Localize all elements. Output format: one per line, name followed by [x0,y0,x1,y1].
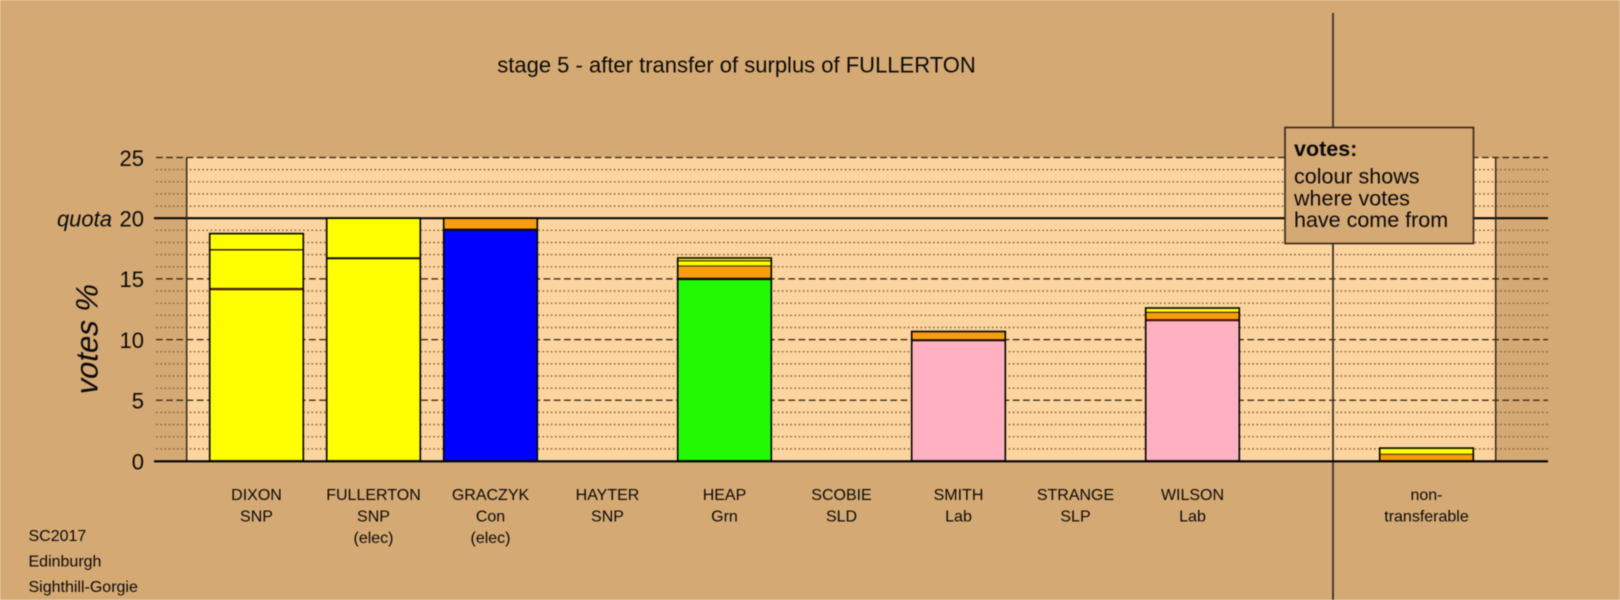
svg-text:SLD: SLD [826,509,857,526]
svg-text:5: 5 [132,389,144,414]
svg-text:0: 0 [132,449,144,474]
svg-text:votes %: votes % [70,280,105,398]
svg-text:(elec): (elec) [353,530,393,547]
svg-text:SCOBIE: SCOBIE [811,487,871,504]
svg-text:SLP: SLP [1060,509,1090,526]
svg-text:20: 20 [120,207,144,232]
svg-text:FULLERTON: FULLERTON [326,487,421,504]
svg-text:stage 5 - after transfer of su: stage 5 - after transfer of surplus of F… [497,53,976,78]
svg-text:SMITH: SMITH [934,487,984,504]
svg-text:Lab: Lab [1179,509,1206,526]
svg-text:SNP: SNP [240,509,273,526]
svg-text:DIXON: DIXON [231,487,282,504]
svg-text:transferable: transferable [1384,509,1469,526]
svg-text:STRANGE: STRANGE [1037,487,1114,504]
svg-text:Edinburgh: Edinburgh [29,554,102,571]
svg-text:15: 15 [120,267,144,292]
svg-text:non-: non- [1410,487,1442,504]
svg-text:Con: Con [476,509,505,526]
svg-text:Sighthill-Gorgie: Sighthill-Gorgie [29,579,138,596]
svg-text:where votes: where votes [1293,187,1410,211]
svg-text:quota: quota [57,207,112,232]
svg-text:25: 25 [120,146,144,171]
svg-text:GRACZYK: GRACZYK [452,487,530,504]
svg-text:SC2017: SC2017 [29,528,87,545]
svg-text:votes:: votes: [1294,137,1357,161]
svg-text:HAYTER: HAYTER [576,487,640,504]
svg-text:SNP: SNP [357,509,390,526]
svg-text:WILSON: WILSON [1161,487,1224,504]
svg-text:(elec): (elec) [470,530,510,547]
svg-text:Lab: Lab [945,509,972,526]
svg-text:have come from: have come from [1294,208,1448,232]
svg-text:10: 10 [120,328,144,353]
svg-text:Grn: Grn [711,509,738,526]
svg-text:colour shows: colour shows [1294,165,1419,189]
svg-text:HEAP: HEAP [703,487,747,504]
svg-text:SNP: SNP [591,509,624,526]
